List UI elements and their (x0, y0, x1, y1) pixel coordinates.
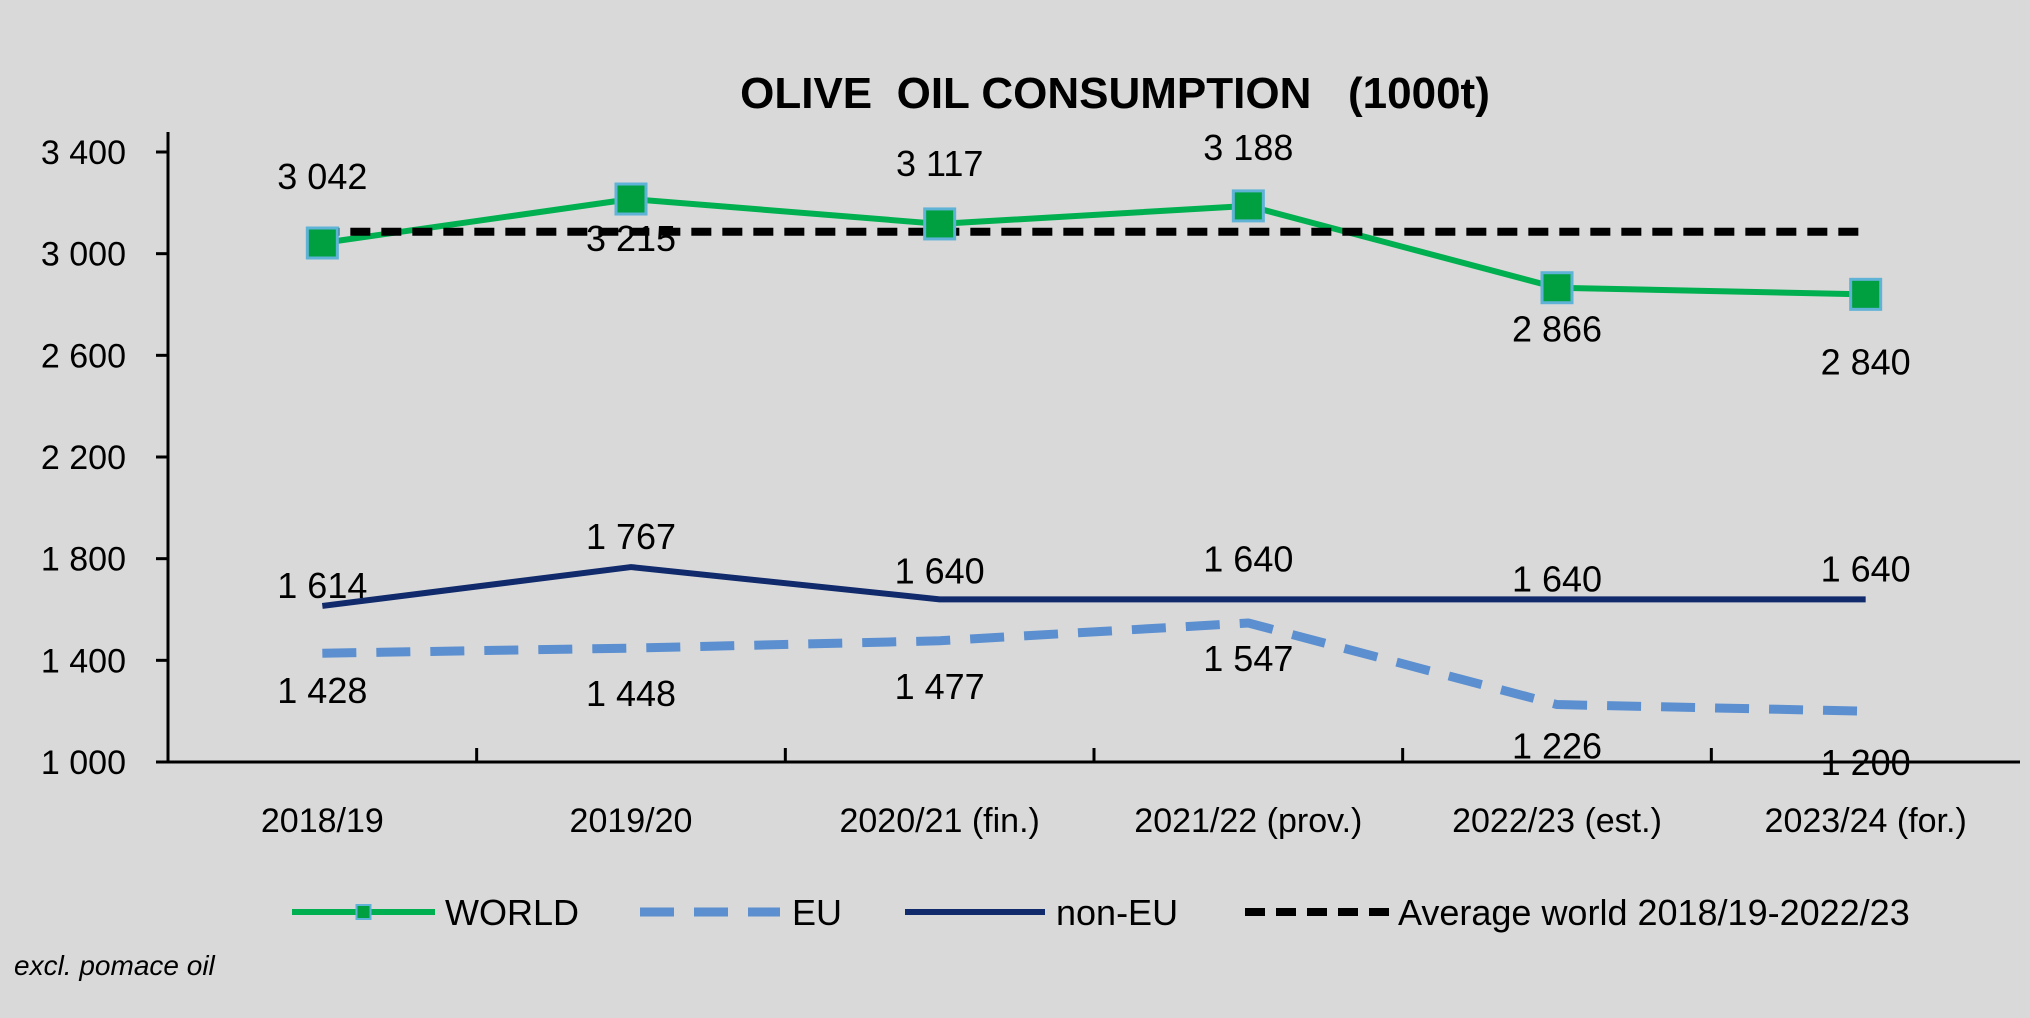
world-data-label: 2 866 (1512, 309, 1602, 350)
non-eu-data-label: 1 640 (1821, 548, 1911, 589)
non-eu-data-label: 1 640 (1512, 558, 1602, 599)
non-eu-data-label: 1 640 (1203, 538, 1293, 579)
legend-marker (355, 904, 372, 920)
data-labels: 3 042 3 215 3 117 3 188 2 866 2 840 1 614 1 767… (277, 127, 1910, 783)
eu-data-label: 1 547 (1203, 638, 1293, 679)
eu-series-line (322, 618, 1866, 716)
world-data-label: 3 117 (896, 143, 983, 184)
chart-title: OLIVE OIL CONSUMPTION (1000t) (740, 69, 1490, 118)
non-eu-series-line (321, 564, 1866, 609)
world-data-label: 2 840 (1821, 341, 1911, 382)
world-marker (614, 182, 648, 216)
world-data-label: 3 215 (586, 218, 676, 259)
x-tick-label: 2021/22 (prov.) (1134, 802, 1362, 840)
x-tick-label: 2023/24 (for.) (1765, 802, 1967, 840)
world-data-label: 3 042 (277, 156, 367, 197)
world-marker (1540, 271, 1574, 305)
world-marker (1849, 277, 1883, 311)
eu-data-label: 1 200 (1821, 742, 1911, 783)
x-tick-label: 2022/23 (est.) (1452, 802, 1662, 840)
y-tick-label: 3 000 (41, 236, 126, 274)
legend-label: non-EU (1056, 892, 1178, 933)
x-tick-label: 2019/20 (570, 802, 693, 840)
y-tick-label: 1 800 (41, 541, 126, 579)
x-tick-label: 2020/21 (fin.) (839, 802, 1039, 840)
eu-data-label: 1 448 (586, 673, 676, 714)
x-tick-label: 2018/19 (261, 802, 384, 840)
legend-label: WORLD (445, 892, 579, 933)
footnote: excl. pomace oil (14, 950, 215, 981)
eu-data-label: 1 477 (895, 666, 985, 707)
y-tick-label: 2 600 (41, 337, 126, 375)
legend-label: EU (792, 892, 842, 933)
world-data-label: 3 188 (1203, 127, 1293, 168)
y-tick-label: 1 400 (41, 642, 126, 680)
y-tick-label: 1 000 (41, 744, 126, 782)
legend-label: Average world 2018/19-2022/23 (1398, 892, 1910, 933)
world-marker (923, 207, 957, 241)
axes: 1 000 1 400 1 800 2 200 2 600 3 000 3 400 2018/… (41, 132, 2020, 840)
eu-data-label: 1 226 (1512, 726, 1602, 767)
non-eu-data-label: 1 640 (895, 550, 985, 591)
series-layer (305, 182, 1883, 716)
y-tick-label: 3 400 (41, 134, 126, 172)
non-eu-data-label: 1 614 (277, 565, 367, 606)
legend: WORLD EU non-EU Average world 2018/19-2022/… (292, 892, 1910, 933)
world-series-line (321, 196, 1866, 298)
world-marker (305, 226, 339, 260)
world-marker (1231, 189, 1265, 223)
non-eu-data-label: 1 767 (586, 516, 676, 557)
eu-data-label: 1 428 (277, 670, 367, 711)
y-tick-label: 2 200 (41, 439, 126, 477)
